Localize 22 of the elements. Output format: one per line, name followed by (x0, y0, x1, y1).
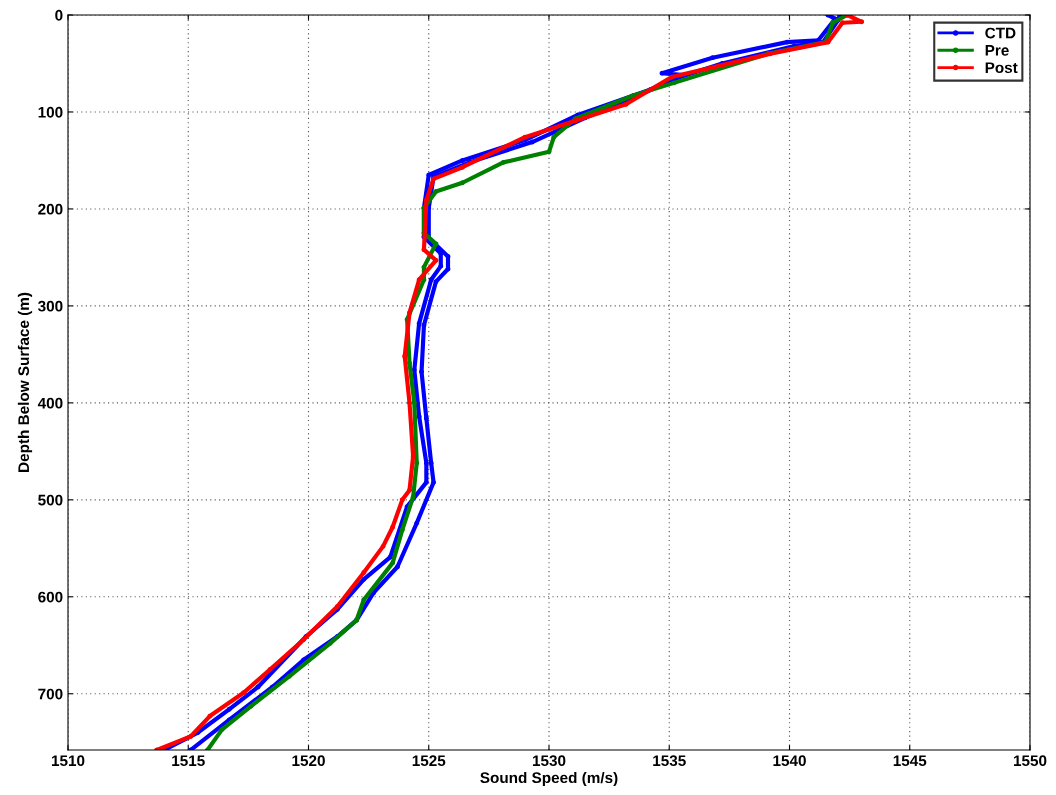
y-tick-label: 500 (38, 494, 63, 506)
x-tick-label: 1510 (51, 755, 85, 767)
x-tick-label: 1550 (1013, 755, 1047, 767)
x-tick-label: 1535 (653, 755, 686, 767)
y-tick-label: 400 (37, 397, 63, 409)
x-tick-label: 1525 (412, 755, 446, 767)
y-tick-label: 0 (55, 9, 63, 21)
legend-label: Post (985, 62, 1018, 74)
y-tick-label: 100 (38, 106, 63, 118)
y-tick-label: 600 (38, 591, 63, 603)
y-tick-label: 200 (38, 203, 63, 215)
x-axis-title: Sound Speed (m/s) (480, 771, 618, 787)
x-tick-label: 1530 (532, 755, 566, 767)
x-tick-label: 1515 (172, 755, 205, 767)
y-tick-label: 300 (38, 300, 63, 312)
legend-label: Pre (985, 45, 1009, 56)
x-tick-label: 1545 (893, 755, 927, 767)
y-axis-title: Depth Below Surface (m) (17, 292, 33, 472)
legend-label: CTD (985, 27, 1016, 39)
x-tick-label: 1540 (773, 755, 806, 767)
x-tick-label: 1520 (292, 755, 325, 767)
y-tick-label: 700 (38, 688, 63, 700)
